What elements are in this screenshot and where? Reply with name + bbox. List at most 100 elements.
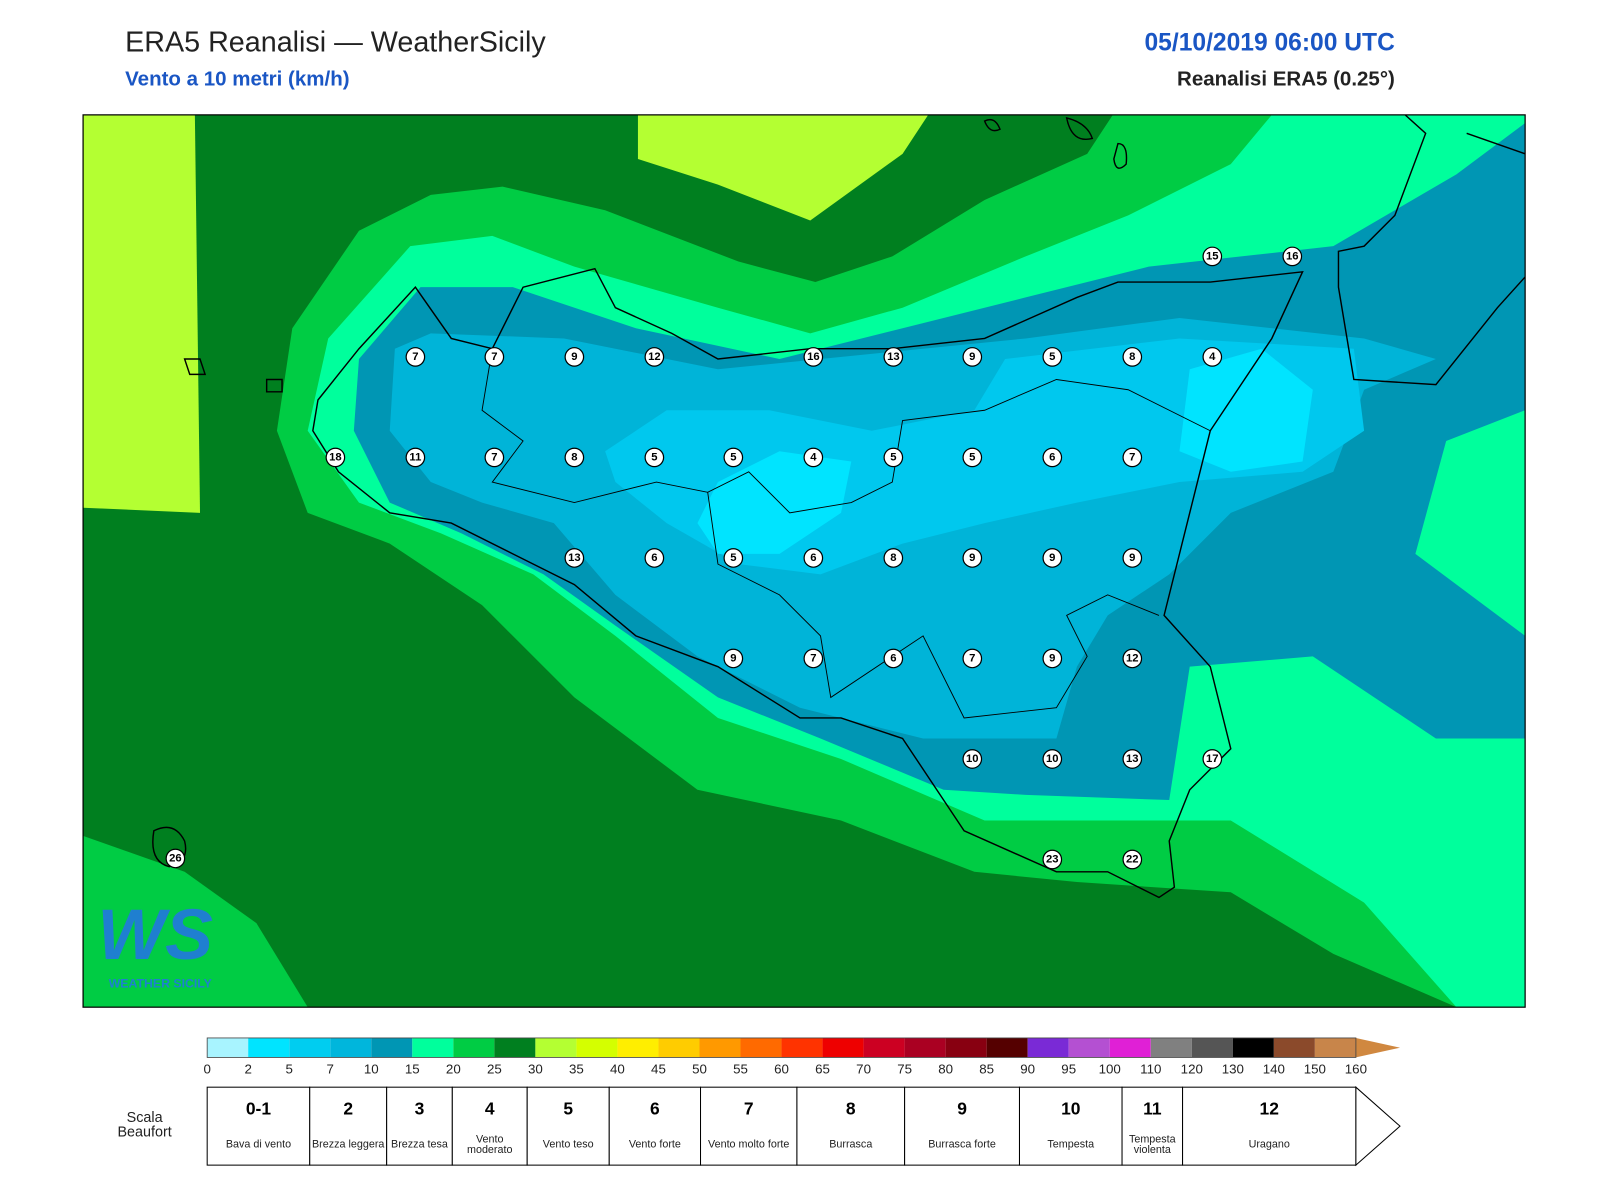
station-values: 7 7 9 12 16 13 9 5 8 4 18 11 7 8 5 5 4 5 5 6 7 13 6 5 6 8 9 9 9 9 7 6 7 9… <box>165 246 1303 870</box>
station-marker <box>405 347 426 367</box>
station-value: 7 <box>1129 451 1135 463</box>
beaufort-name-box: Vento teso <box>543 1139 594 1150</box>
beaufort-force: 10 <box>1061 1098 1080 1118</box>
colorbar-bin <box>412 1037 454 1058</box>
colorbar-tick-label: 7 <box>327 1061 334 1076</box>
station-value: 5 <box>730 552 736 564</box>
colorbar-tick-label: 25 <box>487 1061 502 1076</box>
station-marker <box>564 548 585 568</box>
beaufort-cell <box>386 1086 453 1166</box>
station-marker <box>962 548 983 568</box>
field-contour <box>1179 348 1313 472</box>
beaufort-name: Bava di vento <box>225 1138 292 1151</box>
colorbar-bin <box>863 1037 905 1058</box>
beaufort-force: 4 <box>485 1098 495 1118</box>
station-value: 5 <box>651 451 657 463</box>
subtitle: Vento a 10 metri (km/h) <box>125 67 349 90</box>
beaufort-name-box: Brezza tesa <box>391 1139 448 1150</box>
beaufort-name: Burrasca <box>829 1138 873 1151</box>
station-marker <box>883 447 904 468</box>
colorbar-tick-label: 70 <box>856 1061 871 1076</box>
title: ERA5 Reanalisi — WeatherSicily <box>125 27 546 59</box>
beaufort-name-box: Tempesta <box>1047 1138 1095 1151</box>
colorbar-tick-label: 5 <box>286 1061 293 1076</box>
colorbar: 0 2 5 7 10 15 20 25 30 35 40 45 50 55 60 65 70 75 80 85 90 95… <box>203 1037 1400 1076</box>
station-marker <box>962 749 983 769</box>
station-marker <box>1202 347 1223 367</box>
logo-mark: WS <box>97 895 213 975</box>
station-marker <box>883 648 904 669</box>
colorbar-bin <box>371 1037 413 1058</box>
beaufort-name: Tempesta <box>1047 1138 1095 1151</box>
station-value: 9 <box>1049 552 1055 564</box>
station-value: 6 <box>1049 451 1055 463</box>
colorbar-bin <box>1191 1037 1233 1058</box>
station-value: 9 <box>969 552 975 564</box>
beaufort-cell <box>699 1086 798 1166</box>
beaufort-name-box: Burrasca <box>829 1138 873 1151</box>
beaufort-name-box: Tempesta violenta <box>1128 1133 1176 1156</box>
beaufort-cell <box>309 1086 388 1166</box>
station-marker <box>644 447 665 468</box>
station-value: 10 <box>966 753 979 765</box>
colorbar-bin <box>1314 1037 1356 1058</box>
beaufort-force: 5 <box>563 1098 573 1118</box>
beaufort-cell <box>796 1086 906 1166</box>
colorbar-tick-label: 30 <box>528 1061 543 1076</box>
beaufort-force: 7 <box>744 1098 754 1118</box>
station-value: 6 <box>651 552 657 564</box>
station-value: 5 <box>730 451 736 463</box>
station-value: 5 <box>1049 351 1055 363</box>
colorbar-tick-label: 10 <box>364 1061 379 1076</box>
station-value: 18 <box>329 451 342 463</box>
colorbar-tick-label: 80 <box>938 1061 953 1076</box>
station-value: 9 <box>730 652 736 664</box>
station-marker <box>1282 246 1303 267</box>
beaufort-name: Uragano <box>1248 1138 1290 1151</box>
colorbar-tick-label: 60 <box>774 1061 789 1076</box>
calabria-coast <box>1337 114 1526 386</box>
station-value: 9 <box>571 351 577 363</box>
station-marker <box>644 548 665 568</box>
station-value: 13 <box>1126 753 1139 765</box>
colorbar-bin <box>1273 1037 1315 1058</box>
colorbar-bin <box>576 1037 618 1058</box>
station-marker <box>883 548 904 568</box>
beaufort-scale: Scala Beaufort 0-1 Bava di vento 2 Brezza le… <box>117 1086 1401 1167</box>
station-value: 15 <box>1206 250 1219 262</box>
station-value: 16 <box>1286 250 1299 262</box>
beaufort-name: Vento molto forte <box>707 1138 790 1151</box>
beaufort-cell <box>1121 1086 1184 1166</box>
station-value: 22 <box>1126 853 1139 865</box>
station-value: 16 <box>807 351 820 363</box>
colorbar-tick-label: 45 <box>651 1061 666 1076</box>
colorbar-tick-label: 35 <box>569 1061 584 1076</box>
station-marker <box>1122 849 1143 870</box>
station-value: 6 <box>890 652 896 664</box>
beaufort-name: Vento moderato <box>466 1133 513 1156</box>
beaufort-name-box: Vento molto forte <box>707 1138 790 1151</box>
station-marker <box>1202 749 1223 769</box>
beaufort-force: 6 <box>650 1098 660 1118</box>
station-value: 5 <box>890 451 896 463</box>
beaufort-force: 2 <box>343 1098 353 1118</box>
colorbar-bin <box>1109 1037 1151 1058</box>
beaufort-cell <box>1018 1086 1123 1166</box>
station-marker <box>803 648 824 669</box>
colorbar-bin <box>1150 1037 1192 1058</box>
beaufort-force: 0-1 <box>246 1098 271 1118</box>
beaufort-cell <box>904 1086 1020 1166</box>
colorbar-bin <box>494 1037 536 1058</box>
station-marker <box>1042 648 1063 669</box>
station-value: 10 <box>1046 753 1059 765</box>
station-value: 8 <box>571 451 577 463</box>
colorbar-tick-label: 0 <box>203 1061 210 1076</box>
beaufort-name: Tempesta violenta <box>1128 1133 1176 1156</box>
station-marker <box>1202 246 1223 267</box>
station-marker <box>723 447 744 468</box>
beaufort-force: 3 <box>415 1098 425 1118</box>
colorbar-tick-label: 110 <box>1140 1061 1161 1076</box>
sicily-coast <box>312 267 1304 899</box>
